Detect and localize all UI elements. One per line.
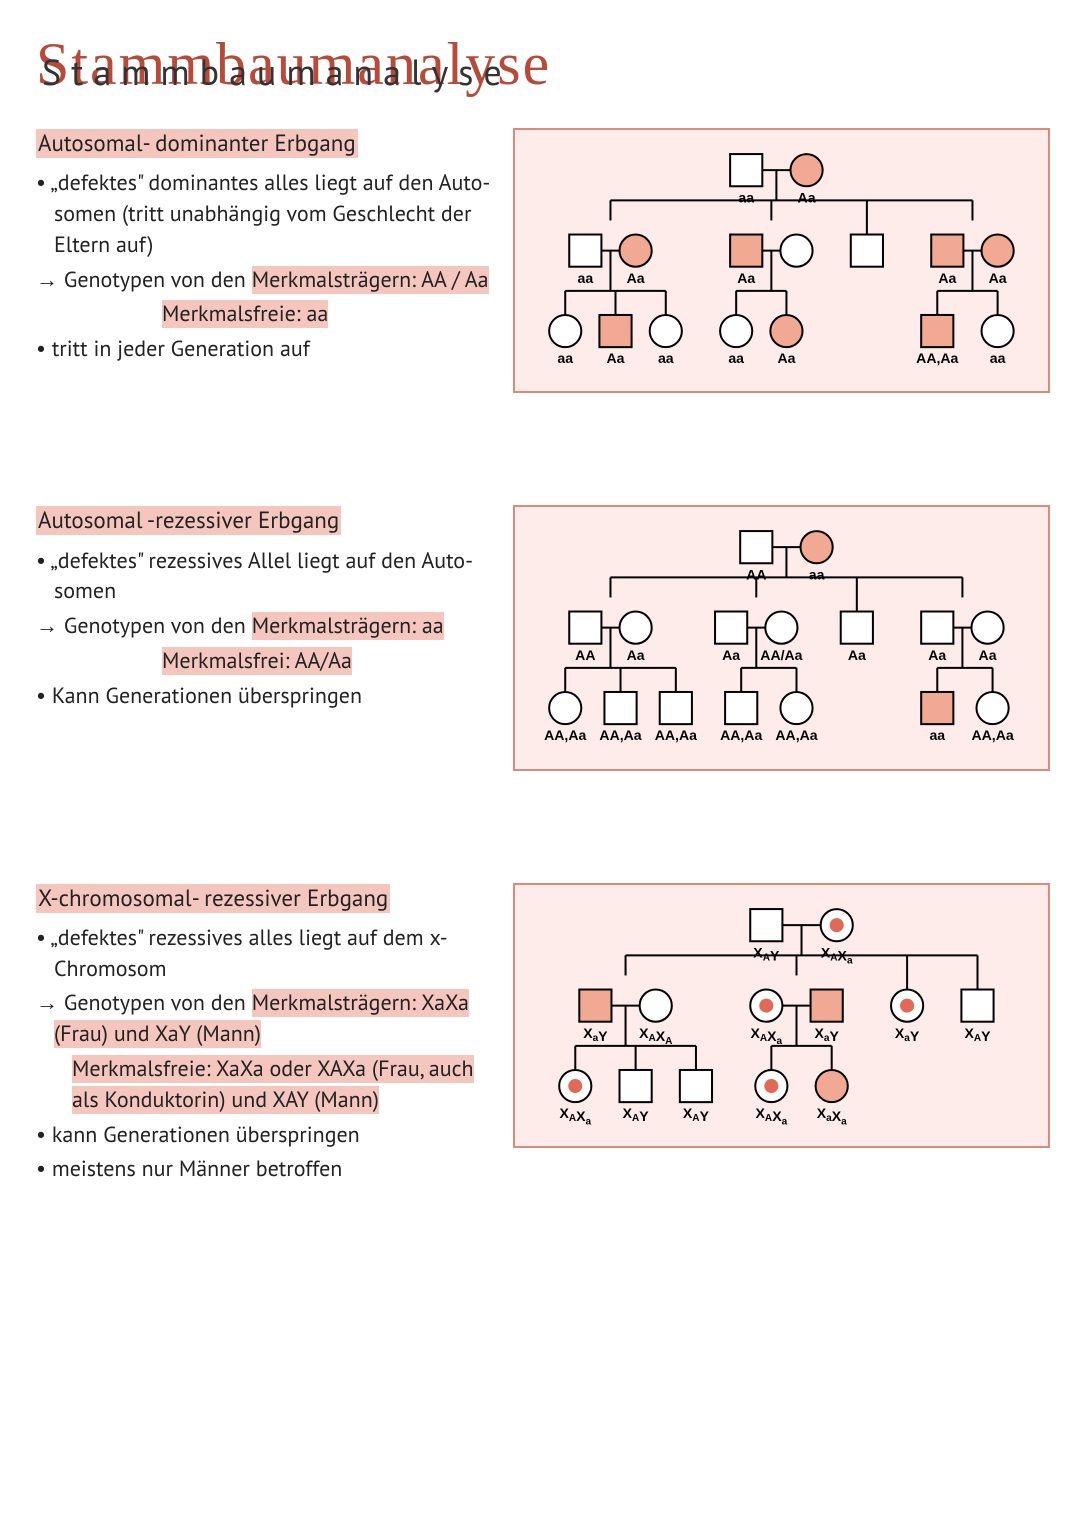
list-item: Merkmalsfrei: AA/Aa: [36, 646, 495, 677]
svg-text:Aa: Aa: [722, 647, 740, 663]
section-heading: X-chromosomal- rezessiver Erbgang: [36, 884, 390, 913]
title-sans: Stammbaumanalyse: [42, 48, 512, 95]
svg-text:aa: aa: [990, 350, 1006, 366]
list-item: Merkmalsfreie: XaXa oder XAXa (Frau, auc…: [36, 1054, 495, 1116]
svg-text:Aa: Aa: [848, 647, 866, 663]
section-heading: Autosomal- dominanter Erbgang: [36, 129, 358, 158]
svg-text:XAXa: XAXa: [560, 1105, 592, 1127]
pedigree-diagram: AA aa AA Aa Aa AA/Aa Aa Aa Aa AA,Aa AA,Aa AA,Aa AA,A…: [513, 505, 1050, 770]
page-title: Stammbaumanalyse Stammbaumanalyse: [36, 30, 1050, 118]
svg-text:XaY: XaY: [815, 1024, 840, 1043]
svg-text:AA,Aa: AA,Aa: [655, 728, 697, 744]
svg-text:AA,Aa: AA,Aa: [916, 350, 958, 366]
svg-text:XAXa: XAXa: [756, 1105, 788, 1127]
svg-text:AA,Aa: AA,Aa: [544, 728, 586, 744]
svg-text:AA/Aa: AA/Aa: [760, 647, 802, 663]
list-item: meistens nur Männer betroffen: [36, 1154, 495, 1185]
section: X-chromosomal- rezessiver Erbgang „defekt…: [36, 883, 1050, 1190]
list-item: „defektes" dominantes alles liegt auf de…: [36, 168, 495, 260]
svg-text:XaY: XaY: [895, 1024, 920, 1043]
list-item: Genotypen von den Merkmalsträgern: AA / …: [36, 265, 495, 296]
svg-text:Aa: Aa: [798, 189, 816, 205]
svg-text:AA: AA: [575, 647, 595, 663]
svg-text:AA,Aa: AA,Aa: [972, 728, 1014, 744]
svg-text:XAXa: XAXa: [751, 1024, 783, 1046]
list-item: kann Generationen überspringen: [36, 1120, 495, 1151]
svg-text:AA: AA: [746, 567, 766, 583]
svg-text:aa: aa: [658, 350, 674, 366]
section-heading: Autosomal -rezessiver Erbgang: [36, 506, 341, 535]
section: Autosomal- dominanter Erbgang „defektes" …: [36, 128, 1050, 393]
svg-text:AA,Aa: AA,Aa: [720, 728, 762, 744]
svg-text:Aa: Aa: [627, 270, 645, 286]
list-item: Kann Generationen überspringen: [36, 681, 495, 712]
svg-text:XAY: XAY: [753, 944, 780, 963]
list-item: tritt in jeder Generation auf: [36, 334, 495, 365]
svg-text:XaXa: XaXa: [817, 1105, 847, 1127]
pedigree-diagram: XAY XAXa XaY XAXA XAXa XaY XaY XAY XAXa XAY XAY XAX…: [513, 883, 1050, 1148]
svg-text:Aa: Aa: [928, 647, 946, 663]
list-item: Genotypen von den Merkmalsträgern: XaXa …: [36, 988, 495, 1050]
svg-text:aa: aa: [739, 189, 755, 205]
svg-text:XAY: XAY: [965, 1024, 992, 1043]
svg-text:Aa: Aa: [778, 350, 796, 366]
svg-text:Aa: Aa: [627, 647, 645, 663]
svg-text:Aa: Aa: [607, 350, 625, 366]
svg-text:Aa: Aa: [737, 270, 755, 286]
svg-text:Aa: Aa: [989, 270, 1007, 286]
svg-text:Aa: Aa: [979, 647, 997, 663]
pedigree-diagram: aa Aa aa Aa Aa Aa Aa aa Aa aa aa Aa AA,Aa aa: [513, 128, 1050, 393]
svg-text:XAXA: XAXA: [639, 1024, 672, 1046]
svg-text:XAY: XAY: [623, 1105, 650, 1124]
svg-text:aa: aa: [809, 567, 825, 583]
list-item: Merkmalsfreie: aa: [36, 299, 495, 330]
svg-text:aa: aa: [578, 270, 594, 286]
svg-text:AA,Aa: AA,Aa: [776, 728, 818, 744]
svg-text:Aa: Aa: [939, 270, 957, 286]
svg-text:XAY: XAY: [683, 1105, 710, 1124]
list-item: „defektes" rezessives Allel liegt auf de…: [36, 546, 495, 608]
svg-text:aa: aa: [930, 728, 946, 744]
list-item: Genotypen von den Merkmalsträgern: aa: [36, 611, 495, 642]
svg-text:XaY: XaY: [583, 1024, 608, 1043]
section: Autosomal -rezessiver Erbgang „defektes" …: [36, 505, 1050, 770]
svg-text:XAXa: XAXa: [821, 944, 853, 966]
svg-text:aa: aa: [729, 350, 745, 366]
svg-text:AA,Aa: AA,Aa: [600, 728, 642, 744]
list-item: „defektes" rezessives alles liegt auf de…: [36, 923, 495, 985]
svg-text:aa: aa: [558, 350, 574, 366]
